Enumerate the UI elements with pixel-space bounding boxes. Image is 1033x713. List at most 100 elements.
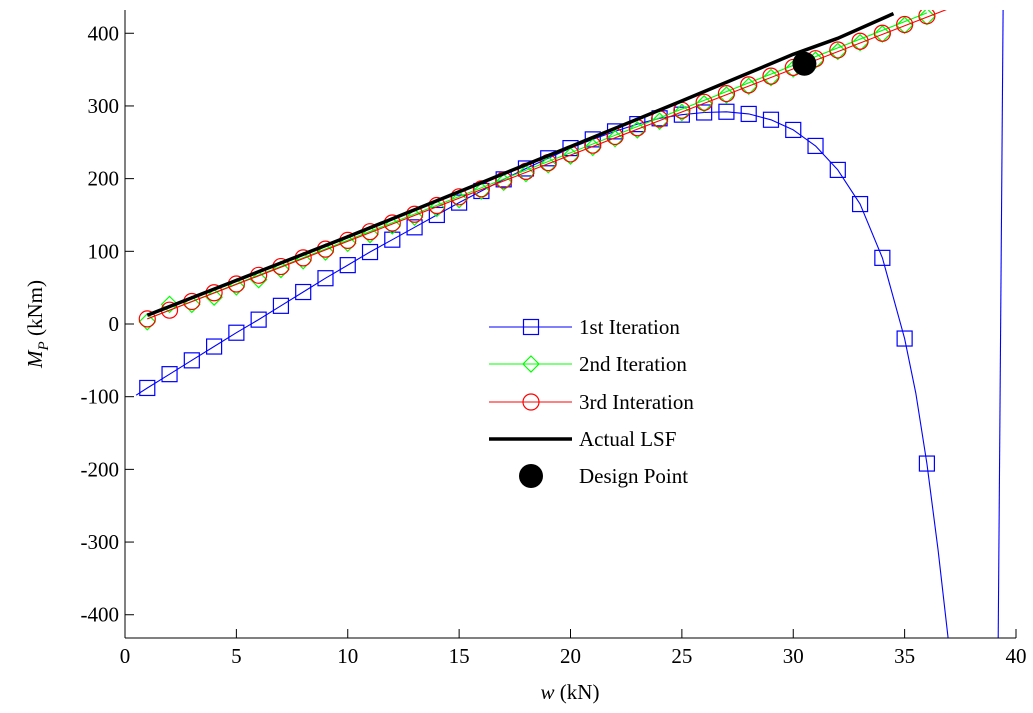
y-tick-label: -100 [81,385,120,409]
x-axis-label: w (kN) [541,680,600,704]
series-3-marker [896,15,914,34]
x-axis-variable: w [541,680,555,704]
legend-item: 2nd Iteration [489,352,687,376]
series-1-marker [762,111,780,128]
series-3-marker [918,10,936,25]
x-tick-label: 25 [671,644,692,668]
series-1-marker [918,455,936,472]
series-1-marker [361,243,379,261]
series-2-marker [138,312,157,331]
series-1-marker [406,219,423,236]
legend-label: 3rd Interation [579,390,694,414]
legend-label: 1st Iteration [579,315,680,339]
series-1-marker [428,206,445,224]
series-1-marker [183,352,200,369]
series-2-marker [383,217,402,235]
series-1-marker [785,121,802,139]
series-1-marker [295,283,312,301]
series-1-marker [807,137,824,155]
series-3-marker [740,76,758,94]
x-axis-unit: (kN) [555,680,600,704]
series-1-marker [851,195,869,213]
y-tick-label: 0 [109,312,120,336]
y-axis-unit: (kNm) [23,280,47,341]
series-3-marker [873,24,891,42]
legend-marker [522,355,540,373]
series-2-marker [249,270,268,289]
plot-area: 0 5 10 15 20 25 30 35 40 -400 -300 -200 -100 0 100 200 3… [23,10,1027,704]
series-1-extra-line [997,10,1004,638]
series-1-line [135,111,949,638]
series-2 [138,10,936,331]
series-1-marker [228,324,245,341]
series-2-marker [517,164,535,183]
series-1-marker [384,231,401,248]
x-tick-label: 20 [560,644,581,668]
series-3-marker [717,84,736,103]
series-layer [135,10,1004,638]
series-2-marker [918,10,936,26]
legend-marker [519,464,543,488]
y-tick-label: 400 [88,21,120,45]
series-5 [792,51,817,76]
series-1-marker [696,104,713,121]
series-2-marker [160,295,179,314]
series-2-marker [428,199,446,218]
y-tick-label: 300 [88,94,120,118]
y-axis-label: MP (kNm) [23,280,52,369]
series-2-marker [828,42,847,61]
y-tick-label: -200 [81,457,120,481]
series-1-marker [206,338,223,355]
series-2-marker [361,225,379,244]
y-tick-label: 200 [88,167,120,191]
series-1 [135,10,1004,638]
series-1-marker [718,103,735,120]
design-point-marker [792,51,817,76]
x-tick-label: 15 [449,644,470,668]
series-3-marker [762,67,780,85]
series-3-marker [138,310,156,328]
legend-item: 1st Iteration [489,315,680,339]
legend: 1st Iteration 2nd Iteration 3rd Interation… [489,315,694,488]
series-2-marker [873,25,892,43]
series-3-marker [851,32,869,50]
y-axis-variable: M [23,349,47,369]
x-tick-label: 35 [894,644,915,668]
legend-label: Actual LSF [579,427,676,451]
series-3-marker [695,93,713,111]
series-1-marker [451,194,468,211]
x-tick-label: 40 [1006,644,1027,668]
x-tick-label: 30 [783,644,804,668]
legend-marker [522,318,540,336]
series-2-marker [895,16,914,35]
x-tick-label: 10 [337,644,358,668]
series-2-marker [472,182,491,200]
legend-item: 3rd Interation [489,390,694,414]
legend-label: 2nd Iteration [579,352,687,376]
series-1-marker [272,297,290,314]
series-1-marker [740,105,757,123]
series-1-marker [896,330,913,347]
y-tick-label: -400 [81,603,120,627]
series-2-marker [450,190,468,209]
x-tick-label: 0 [120,644,131,668]
series-3 [138,10,947,328]
axis-labels: w (kN) MP (kNm) [23,280,599,704]
series-2-marker [494,173,513,192]
series-2-marker [851,33,869,52]
series-1-marker [139,379,156,397]
x-tick-label: 5 [231,644,242,668]
series-2-marker [405,208,424,227]
series-1-marker [339,257,356,274]
legend-item: Actual LSF [489,427,676,451]
series-1-marker [874,249,891,266]
series-1-marker [250,311,267,328]
legend-label: Design Point [579,464,688,488]
legend-marker [522,393,540,411]
axes-layer: 0 5 10 15 20 25 30 35 40 -400 -300 -200 -100 0 100 200 3… [81,10,1027,668]
y-tick-label: 100 [88,239,120,263]
y-axis-subscript: P [36,341,52,351]
series-4 [146,12,895,317]
series-1-marker [161,366,178,383]
